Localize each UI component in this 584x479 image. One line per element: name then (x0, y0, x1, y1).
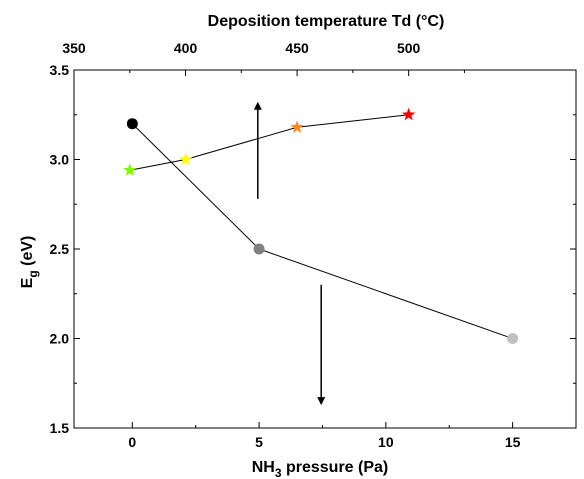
left-axis-title-rest: (eV) (19, 236, 36, 271)
x-tick-label: 15 (505, 434, 521, 450)
bottom-axis-title: NH3 pressure (Pa) (252, 459, 389, 479)
left-axis-title-main: E (19, 277, 36, 288)
temperature-data-point (290, 120, 304, 133)
temperature-data-point (178, 152, 193, 166)
tick-labels-group: 0 5 10 15 350 400 450 500 1.5 2.0 2.5 3.0 3.5 (50, 40, 521, 450)
x2-tick-label: 500 (397, 40, 421, 56)
x-tick-label: 5 (255, 434, 263, 450)
x2-tick-label: 350 (62, 40, 86, 56)
x-tick-label: 10 (378, 434, 394, 450)
bottom-axis-title-main: NH (252, 459, 275, 476)
temperature-data-point (402, 107, 416, 121)
x-tick-label: 0 (128, 434, 136, 450)
temperature-series-line (129, 114, 409, 171)
y-tick-label: 3.0 (50, 152, 70, 168)
pressure-data-point (126, 118, 138, 130)
y-tick-label: 2.0 (50, 331, 70, 347)
x2-tick-label: 450 (285, 40, 309, 56)
markers-group (123, 107, 519, 344)
bottom-axis-title-sub: 3 (275, 466, 282, 479)
top-axis-title: Deposition temperature Td (°C) (208, 13, 445, 30)
left-axis-title: Eg (eV) (19, 236, 40, 289)
temperature-data-point (123, 163, 137, 176)
arrows-group (253, 101, 326, 406)
left-axis-title-sub: g (26, 270, 40, 277)
ticks-group (73, 69, 577, 429)
pressure-series-line (131, 123, 513, 339)
y-tick-label: 1.5 (50, 420, 70, 436)
x2-tick-label: 400 (174, 40, 198, 56)
y-tick-label: 3.5 (50, 62, 70, 78)
y-tick-label: 2.5 (50, 241, 70, 257)
pressure-data-point (253, 243, 265, 255)
bottom-axis-title-rest: pressure (Pa) (282, 459, 389, 476)
pressure-data-point (507, 333, 519, 344)
